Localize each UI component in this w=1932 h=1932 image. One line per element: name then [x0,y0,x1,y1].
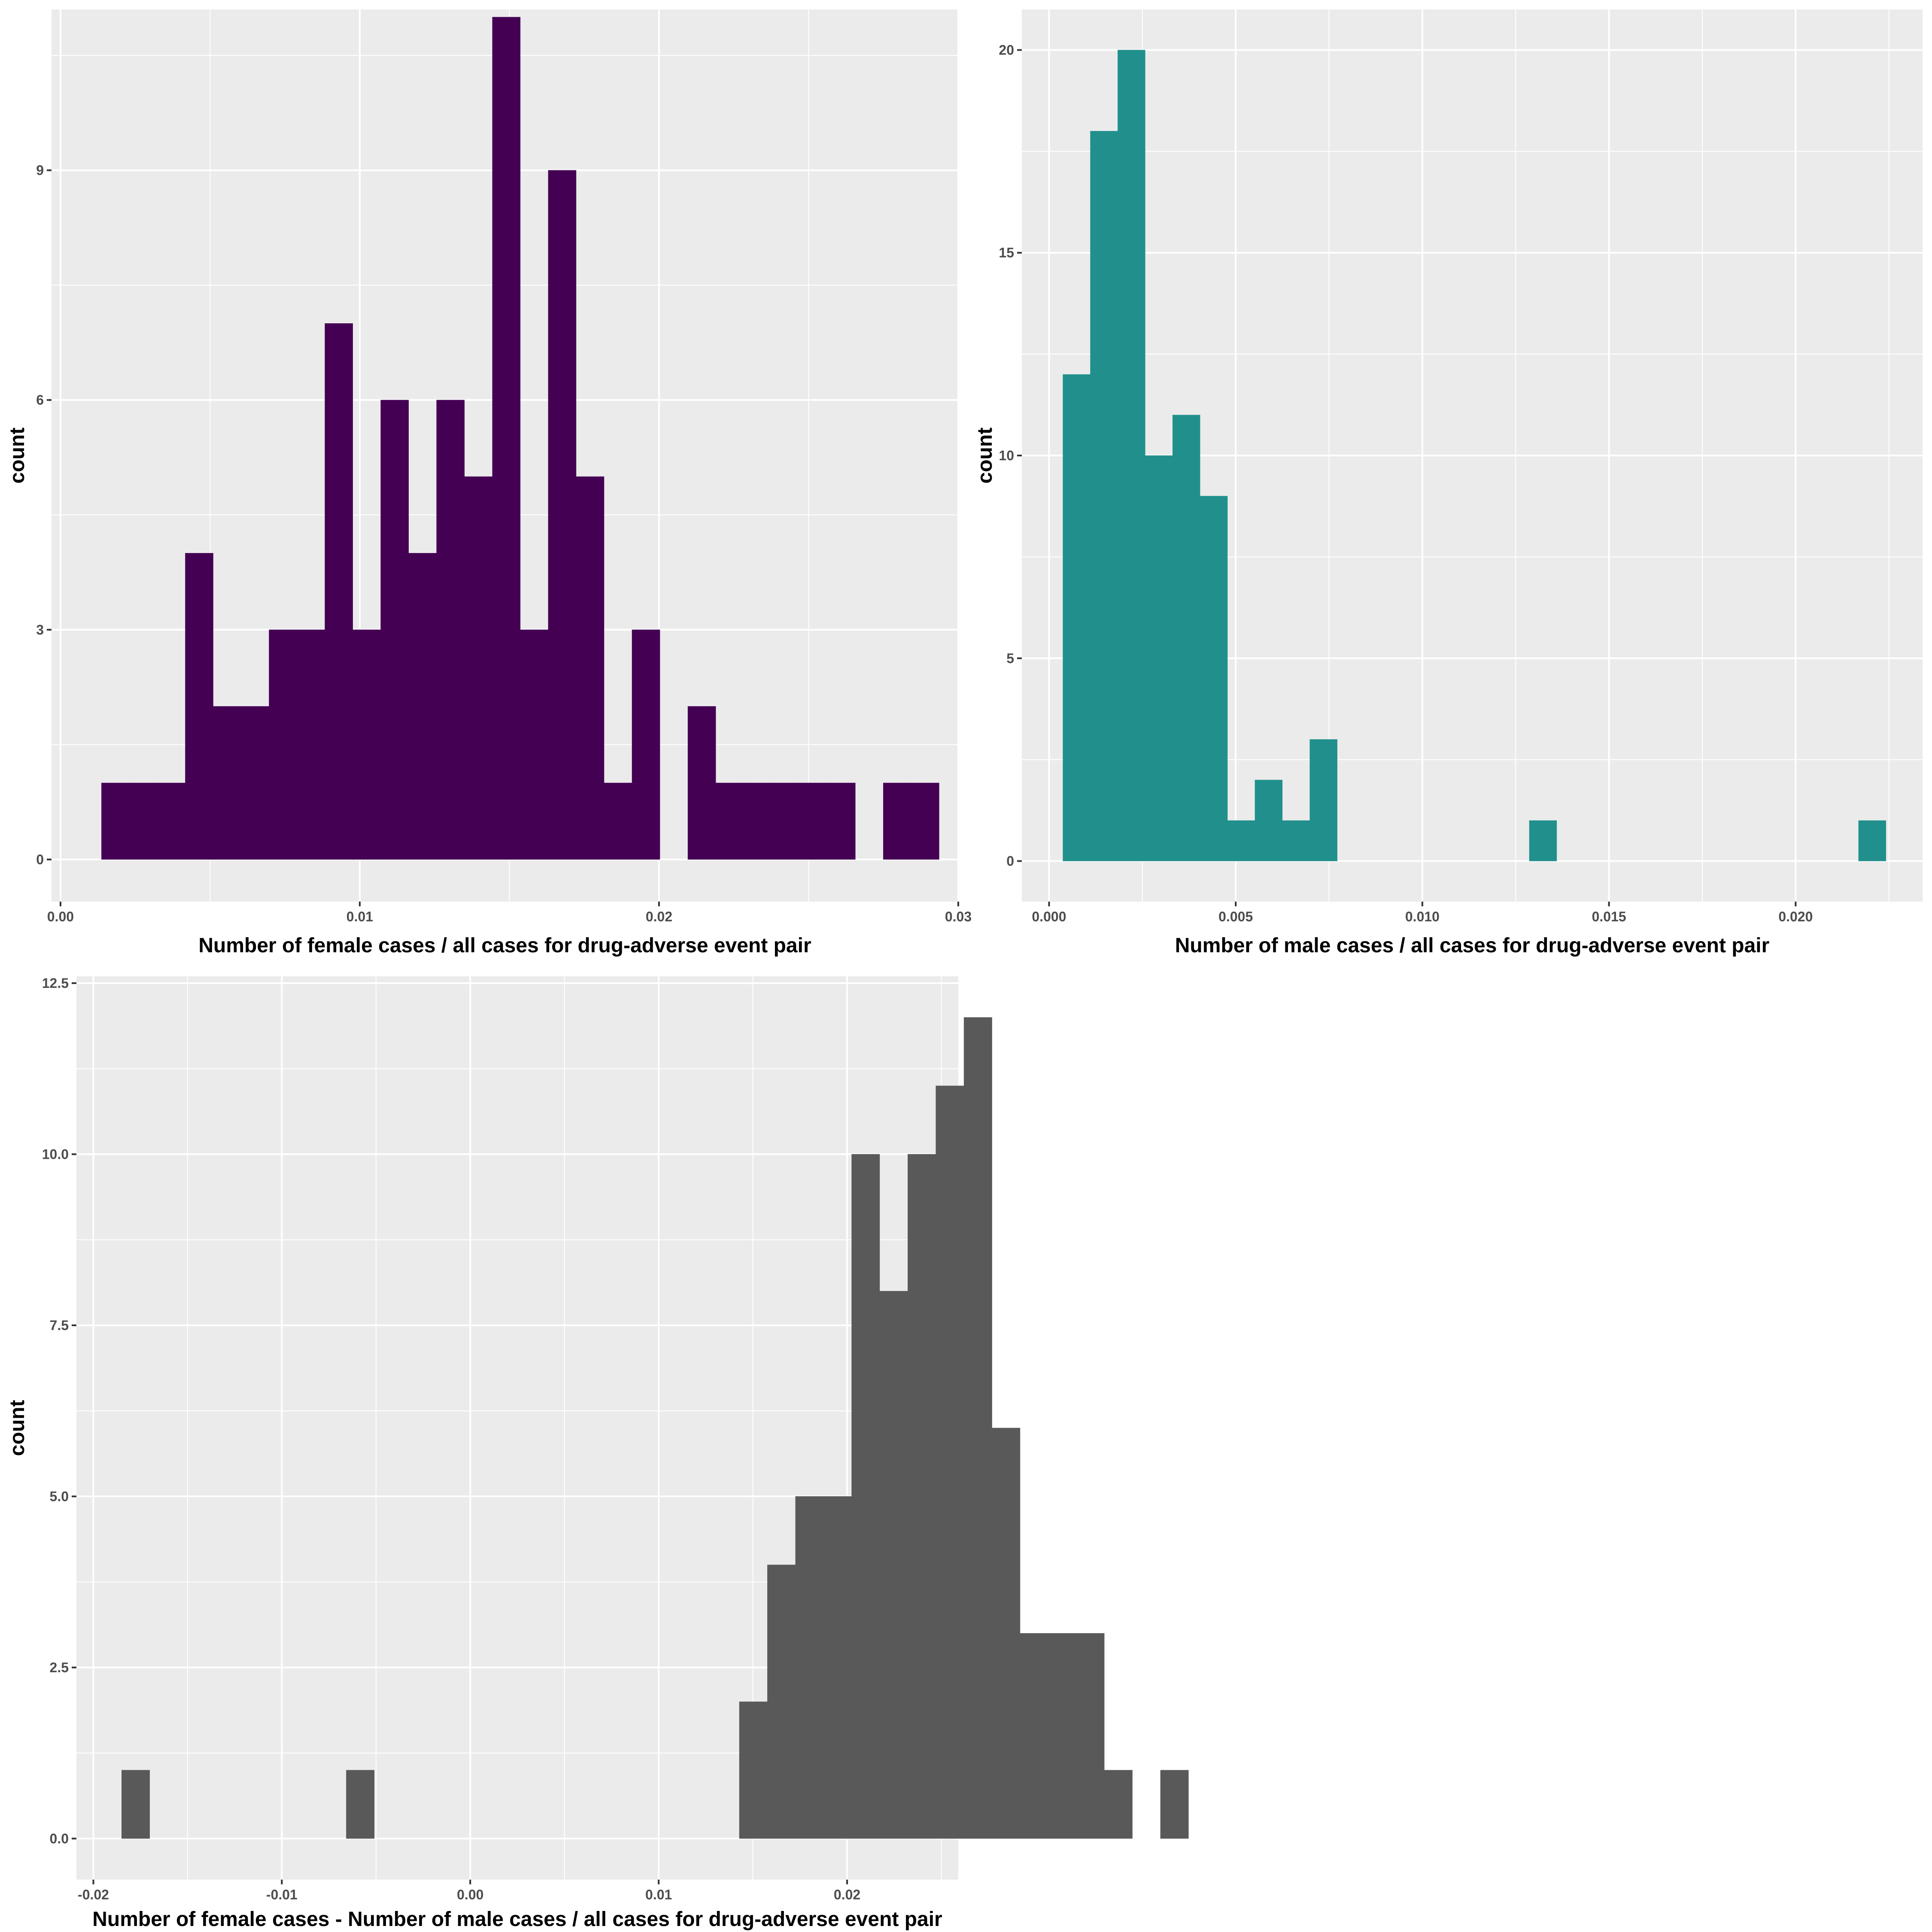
chart-panel-3: -0.02 -0.01 0.00 0.01 0.02 0.0 2.5 5.0 7.5 10.0 12… [6,975,1189,1931]
histogram-bar [576,476,605,860]
histogram-bar [297,629,325,860]
x-axis-title: Number of female cases - Number of male … [92,1908,942,1931]
x-tick-label: 0.00 [457,1887,483,1902]
histogram-bar [129,783,158,860]
histogram-bar [1858,820,1886,861]
histogram-bar [1104,1770,1133,1839]
chart-panel-2: 0.000 0.005 0.010 0.015 0.020 0 5 10 15 20 Number … [974,9,1923,957]
y-tick-label: 10 [999,448,1014,463]
histogram-bar [1282,820,1310,861]
y-tick-label: 7.5 [50,1318,69,1333]
histogram-bar [1076,1633,1105,1839]
y-tick-label: 2.5 [50,1660,69,1675]
x-tick-label: 0.015 [1592,909,1626,924]
x-tick-label: 0.01 [645,1887,672,1902]
histogram-bar [992,1428,1021,1839]
histogram-bar [823,1496,852,1839]
x-axis-title: Number of female cases / all cases for d… [198,934,811,957]
histogram-bar [213,706,241,860]
histogram-bar [1020,1633,1048,1839]
x-tick-label: 0.02 [646,909,672,924]
y-tick-label: 3 [36,622,44,638]
histogram-bar [799,783,828,860]
y-axis-title: count [6,428,29,484]
histogram-bar [1255,780,1283,861]
x-axis-title: Number of male cases / all cases for dru… [1175,934,1770,957]
histogram-bar [185,553,213,860]
histogram-bar [1118,50,1145,861]
y-tick-label: 0 [36,852,44,867]
x-tick-label: 0.010 [1405,909,1440,924]
y-axis-title: count [974,428,996,484]
histogram-bar [771,783,800,860]
y-tick-label: 6 [36,392,44,408]
x-tick-label: 0.03 [945,909,972,924]
histogram-bar [743,783,772,860]
x-tick-label: 0.02 [834,1887,860,1902]
histogram-bar [851,1154,880,1839]
histogram-bar [963,1017,992,1839]
histogram-bar [1173,415,1200,861]
x-tick-label: -0.01 [266,1887,298,1902]
y-axis-title: count [6,1400,29,1456]
y-tick-label: 20 [999,42,1014,58]
histogram-bar [492,17,521,860]
y-tick-label: 0 [1006,854,1014,869]
histogram-bar [687,706,716,860]
histogram-bar [101,783,130,860]
histogram-bar [520,629,549,860]
histogram-bar [739,1701,768,1839]
histogram-bar [1200,496,1228,861]
histogram-bar [464,476,493,860]
histogram-bar [632,629,660,860]
y-tick-label: 10.0 [42,1146,69,1162]
histogram-bar [157,783,185,860]
histogram-bar [879,1291,908,1839]
histogram-bar [604,783,632,860]
histogram-bar [795,1496,824,1839]
histogram-bar [715,783,744,860]
histogram-bar [1160,1770,1189,1839]
histogram-bar [122,1770,150,1839]
histogram-bar [241,706,269,860]
histogram-bar [380,400,409,860]
y-tick-label: 9 [36,163,44,178]
histogram-bar [767,1564,796,1839]
histogram-bar [352,629,381,860]
histogram-bar [346,1770,375,1839]
histogram-bar [827,783,856,860]
x-tick-label: 0.005 [1218,909,1253,924]
y-tick-label: 5 [1006,650,1014,666]
histogram-bar [908,1154,936,1839]
histogram-bar [1090,131,1118,861]
x-tick-label: -0.02 [78,1887,109,1902]
histogram-bar [269,629,297,860]
histogram-bar [1227,820,1255,861]
x-tick-label: 0.000 [1032,909,1066,924]
y-tick-label: 5.0 [50,1488,69,1504]
x-tick-label: 0.020 [1778,909,1813,924]
chart-panel-1: 0.00 0.01 0.02 0.03 0 3 6 9 Number of female cas… [6,9,972,957]
y-tick-label: 12.5 [42,975,69,991]
histogram-bar [1048,1633,1076,1839]
histogram-bar [911,783,939,860]
y-tick-label: 0.0 [50,1831,69,1846]
histogram-bar [1309,739,1337,861]
histogram-bar [325,323,353,860]
histogram-bar [408,553,437,860]
histogram-bar [1063,374,1091,861]
histogram-bar [1529,820,1557,861]
x-tick-label: 0.01 [346,909,373,924]
y-tick-label: 15 [999,245,1014,261]
histogram-bar [883,783,911,860]
histogram-bar [548,170,577,860]
x-tick-label: 0.00 [47,909,74,924]
histogram-bar [936,1085,964,1839]
histogram-bar [1145,455,1173,861]
histogram-bar [436,400,465,860]
